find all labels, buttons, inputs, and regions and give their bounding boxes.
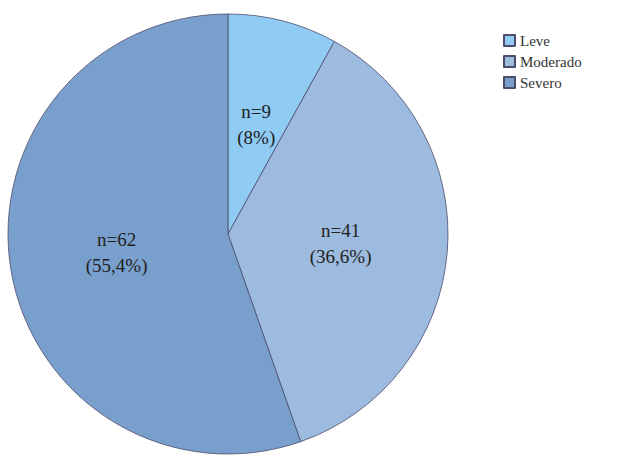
svg-text:n=41: n=41 [321, 220, 360, 241]
svg-text:Leve: Leve [520, 33, 550, 49]
svg-text:(36,6%): (36,6%) [310, 246, 372, 268]
svg-text:Severo: Severo [520, 75, 562, 91]
svg-text:(55,4%): (55,4%) [86, 255, 148, 277]
svg-text:(8%): (8%) [237, 127, 275, 149]
svg-text:n=9: n=9 [241, 101, 271, 122]
svg-text:Moderado: Moderado [520, 54, 582, 70]
svg-text:n=62: n=62 [97, 229, 136, 250]
